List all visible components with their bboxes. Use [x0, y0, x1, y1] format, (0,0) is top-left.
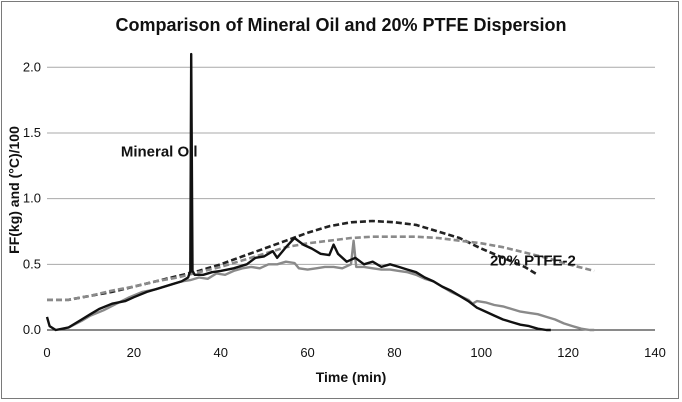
x-tick-label: 80 [387, 345, 401, 360]
x-axis-label: Time (min) [316, 369, 387, 385]
grid-lines [47, 66, 655, 265]
x-tick-label: 20 [127, 345, 141, 360]
mineral-oil-annotation: Mineral Oil [121, 144, 198, 161]
y-tick-label: 2.0 [23, 59, 41, 74]
x-axis-ticks: 0 20 40 60 80 100 120 140 [43, 345, 665, 360]
y-tick-label: 1.0 [23, 191, 41, 206]
chart-title: Comparison of Mineral Oil and 20% PTFE D… [115, 15, 566, 35]
y-tick-label: 0.0 [23, 322, 41, 337]
x-tick-label: 40 [213, 345, 227, 360]
ptfe-annotation: 20% PTFE-2 [490, 253, 576, 270]
y-axis-label: FF(kg) and (°C)/100 [6, 126, 22, 254]
ptfe-temperature-line [47, 235, 595, 302]
x-tick-label: 120 [557, 345, 579, 360]
y-axis-ticks: 0.0 0.5 1.0 1.5 2.0 [23, 59, 41, 337]
y-tick-label: 1.5 [23, 125, 41, 140]
ptfe-friction-line [68, 239, 595, 332]
x-tick-label: 60 [300, 345, 314, 360]
series-layer [45, 52, 595, 332]
y-tick-label: 0.5 [23, 256, 41, 271]
x-tick-label: 140 [644, 345, 666, 360]
x-tick-label: 100 [470, 345, 492, 360]
mineral-oil-friction-line [45, 52, 551, 332]
x-tick-label: 0 [43, 345, 50, 360]
